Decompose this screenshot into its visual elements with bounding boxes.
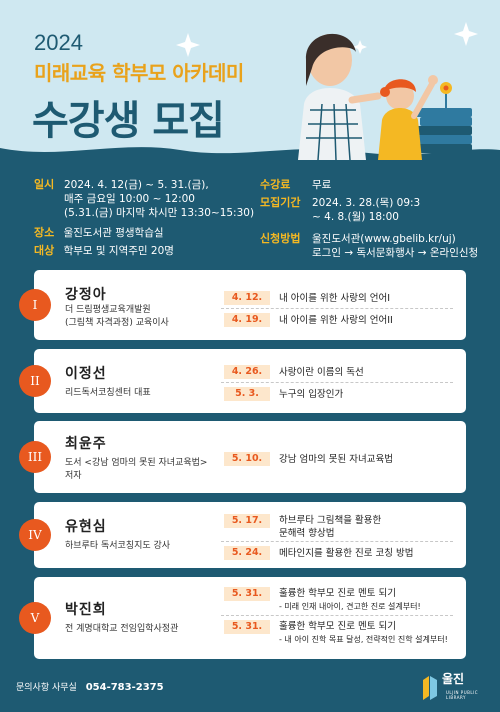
logo-text: 울진 xyxy=(442,672,465,686)
divider xyxy=(221,308,453,309)
phone-number: 054-783-2375 xyxy=(85,682,164,693)
info-label: 신청방법 xyxy=(260,232,301,245)
info-period-text: 2024. 3. 28.(목) 09:3 ~ 4. 8.(월) 18:00 xyxy=(312,196,420,224)
session-date: 5. 24. xyxy=(224,546,270,560)
info-value: (5.31.(금) 마지막 차시만 13:30~15:30) xyxy=(64,207,255,219)
session-title: 내 아이를 위한 사랑의 언어I xyxy=(279,293,391,304)
event-subtitle: 미래교육 학부모 아카데미 xyxy=(34,61,244,85)
info-value: ~ 4. 8.(월) 18:00 xyxy=(312,211,399,223)
lecture-card: I 강정아 더 드림평생교육개발원 (그림책 자격과정) 교육이사 4. 12.… xyxy=(19,270,466,340)
lecturer-desc: 리드독서코칭센터 대표 xyxy=(65,388,151,398)
info-target: 대상 학부모 및 지역주민 20명 xyxy=(34,244,174,258)
info-period: 모집기간 xyxy=(260,196,300,210)
session-title-line: 문해력 향상법 xyxy=(279,528,335,539)
lecture-card: II 이정선 리드독서코칭센터 대표 4. 26. 사랑이란 이름의 독선 5.… xyxy=(19,349,466,413)
info-value: 무료 xyxy=(312,179,332,191)
session-date: 5. 10. xyxy=(224,452,270,466)
lecture-card: III 최윤주 도서 <강남 엄마의 못된 자녀교육법> 저자 5. 10. 강… xyxy=(19,421,466,493)
info-label: 장소 xyxy=(34,226,55,239)
session-date: 5. 31. xyxy=(224,587,270,601)
info-label: 대상 xyxy=(34,244,55,257)
lecture-number-badge: II xyxy=(19,365,51,397)
info-schedule-text: 2024. 4. 12(금) ~ 5. 31.(금), 매주 금요일 10:00… xyxy=(64,178,254,220)
lecture-number-badge: III xyxy=(19,441,51,473)
session-note: - 미래 인재 내아이, 견고한 진로 설계부터! xyxy=(279,602,421,611)
lecturer-name: 이정선 xyxy=(65,366,107,382)
info-apply: 신청방법 xyxy=(260,232,300,246)
info-apply-text: 울진도서관(www.gbelib.kr/uj) 로그인 → 독서문화행사 → 온… xyxy=(312,232,478,260)
session-title: 훌륭한 학부모 진로 멘토 되기 xyxy=(279,588,396,599)
sparkle-icon xyxy=(176,22,478,57)
lecture-card: V 박진희 전 계명대학교 전임입학사정관 5. 31. 훌륭한 학부모 진로 … xyxy=(19,577,466,659)
info-value: 2024. 4. 12(금) ~ 5. 31.(금), xyxy=(64,179,209,191)
info-fee: 수강료 xyxy=(260,178,290,192)
lecturer-desc-line: 도서 <강남 엄마의 못된 자녀교육법> xyxy=(65,458,208,468)
session-title-line: 하브루타 그림책을 활용한 xyxy=(279,515,382,526)
session-date: 4. 19. xyxy=(224,313,270,327)
lecture-number-badge: I xyxy=(19,289,51,321)
apply-url: 울진도서관(www.gbelib.kr/uj) xyxy=(312,233,456,245)
info-value: 2024. 3. 28.(목) 09:3 xyxy=(312,197,421,209)
books-icon xyxy=(414,108,472,153)
lecturer-desc-line: 저자 xyxy=(65,471,82,481)
info-value: 학부모 및 지역주민 20명 xyxy=(63,245,174,257)
session-note: - 내 아이 진학 목표 달성, 전략적인 진학 설계부터! xyxy=(279,635,448,644)
session-title: 강남 엄마의 못된 자녀교육법 xyxy=(279,454,393,465)
parent-figure xyxy=(298,33,382,160)
info-schedule: 일시 xyxy=(34,178,54,192)
lecturer-desc: 도서 <강남 엄마의 못된 자녀교육법> 저자 xyxy=(65,457,207,483)
session-title: 하브루타 그림책을 활용한 문해력 향상법 xyxy=(279,514,381,540)
session-date: 4. 12. xyxy=(224,291,270,305)
logo-mark-icon xyxy=(423,676,437,700)
info-value: 울진도서관 평생학습실 xyxy=(63,227,164,239)
info-label: 모집기간 xyxy=(260,196,301,209)
lecturer-desc: 더 드림평생교육개발원 (그림책 자격과정) 교육이사 xyxy=(65,304,169,330)
lecturer-name: 유현심 xyxy=(65,519,107,535)
header-area: 2024 미래교육 학부모 아카데미 수강생 모집 xyxy=(0,0,500,160)
child-figure xyxy=(378,75,438,160)
lecturer-desc: 전 계명대학교 전임입학사정관 xyxy=(65,624,179,634)
divider xyxy=(221,541,453,542)
session-title: 누구의 입장인가 xyxy=(279,389,344,400)
session-date: 5. 17. xyxy=(224,514,270,528)
info-label: 수강료 xyxy=(260,178,291,191)
session-date: 5. 31. xyxy=(224,620,270,634)
info-value: 매주 금요일 10:00 ~ 12:00 xyxy=(64,193,195,205)
logo-subtext: ULJIN PUBLIC LIBRARY xyxy=(446,690,479,700)
lecturer-name: 최윤주 xyxy=(65,436,107,452)
divider xyxy=(221,382,453,383)
lecturer-desc-line: (그림책 자격과정) 교육이사 xyxy=(65,318,169,328)
info-place: 장소 울진도서관 평생학습실 xyxy=(34,226,164,240)
session-title: 훌륭한 학부모 진로 멘토 되기 xyxy=(279,621,396,632)
session-title: 내 아이를 위한 사랑의 언어II xyxy=(279,315,393,326)
lecture-card: IV 유현심 하브루타 독서코칭지도 강사 5. 17. 하브루타 그림책을 활… xyxy=(19,502,466,568)
session-date: 5. 3. xyxy=(224,387,270,401)
lecturer-name: 박진희 xyxy=(65,602,107,618)
event-year: 2024 xyxy=(34,30,83,55)
session-date: 4. 26. xyxy=(224,365,270,379)
flower-icon xyxy=(440,82,452,108)
footer-contact: 문의사항 사무실 054-783-2375 xyxy=(16,680,164,693)
info-value: 로그인 → 독서문화행사 → 온라인신청 xyxy=(312,247,479,259)
contact-label: 문의사항 사무실 xyxy=(16,683,77,693)
lecturer-name: 강정아 xyxy=(65,287,107,303)
session-title: 사랑이란 이름의 독선 xyxy=(279,367,364,378)
session-title: 메타인지를 활용한 진로 코칭 방법 xyxy=(279,548,414,559)
lecture-number-badge: IV xyxy=(19,519,51,551)
lecturer-desc: 하브루타 독서코칭지도 강사 xyxy=(65,541,171,551)
event-headline: 수강생 모집 xyxy=(32,98,225,144)
header-illustration xyxy=(0,22,500,160)
divider xyxy=(221,615,453,616)
wave-shape xyxy=(0,147,500,160)
library-logo: 울진 ULJIN PUBLIC LIBRARY xyxy=(420,670,490,704)
lecturer-desc-line: 더 드림평생교육개발원 xyxy=(65,305,151,315)
info-label: 일시 xyxy=(34,178,55,191)
lecture-number-badge: V xyxy=(19,602,51,634)
